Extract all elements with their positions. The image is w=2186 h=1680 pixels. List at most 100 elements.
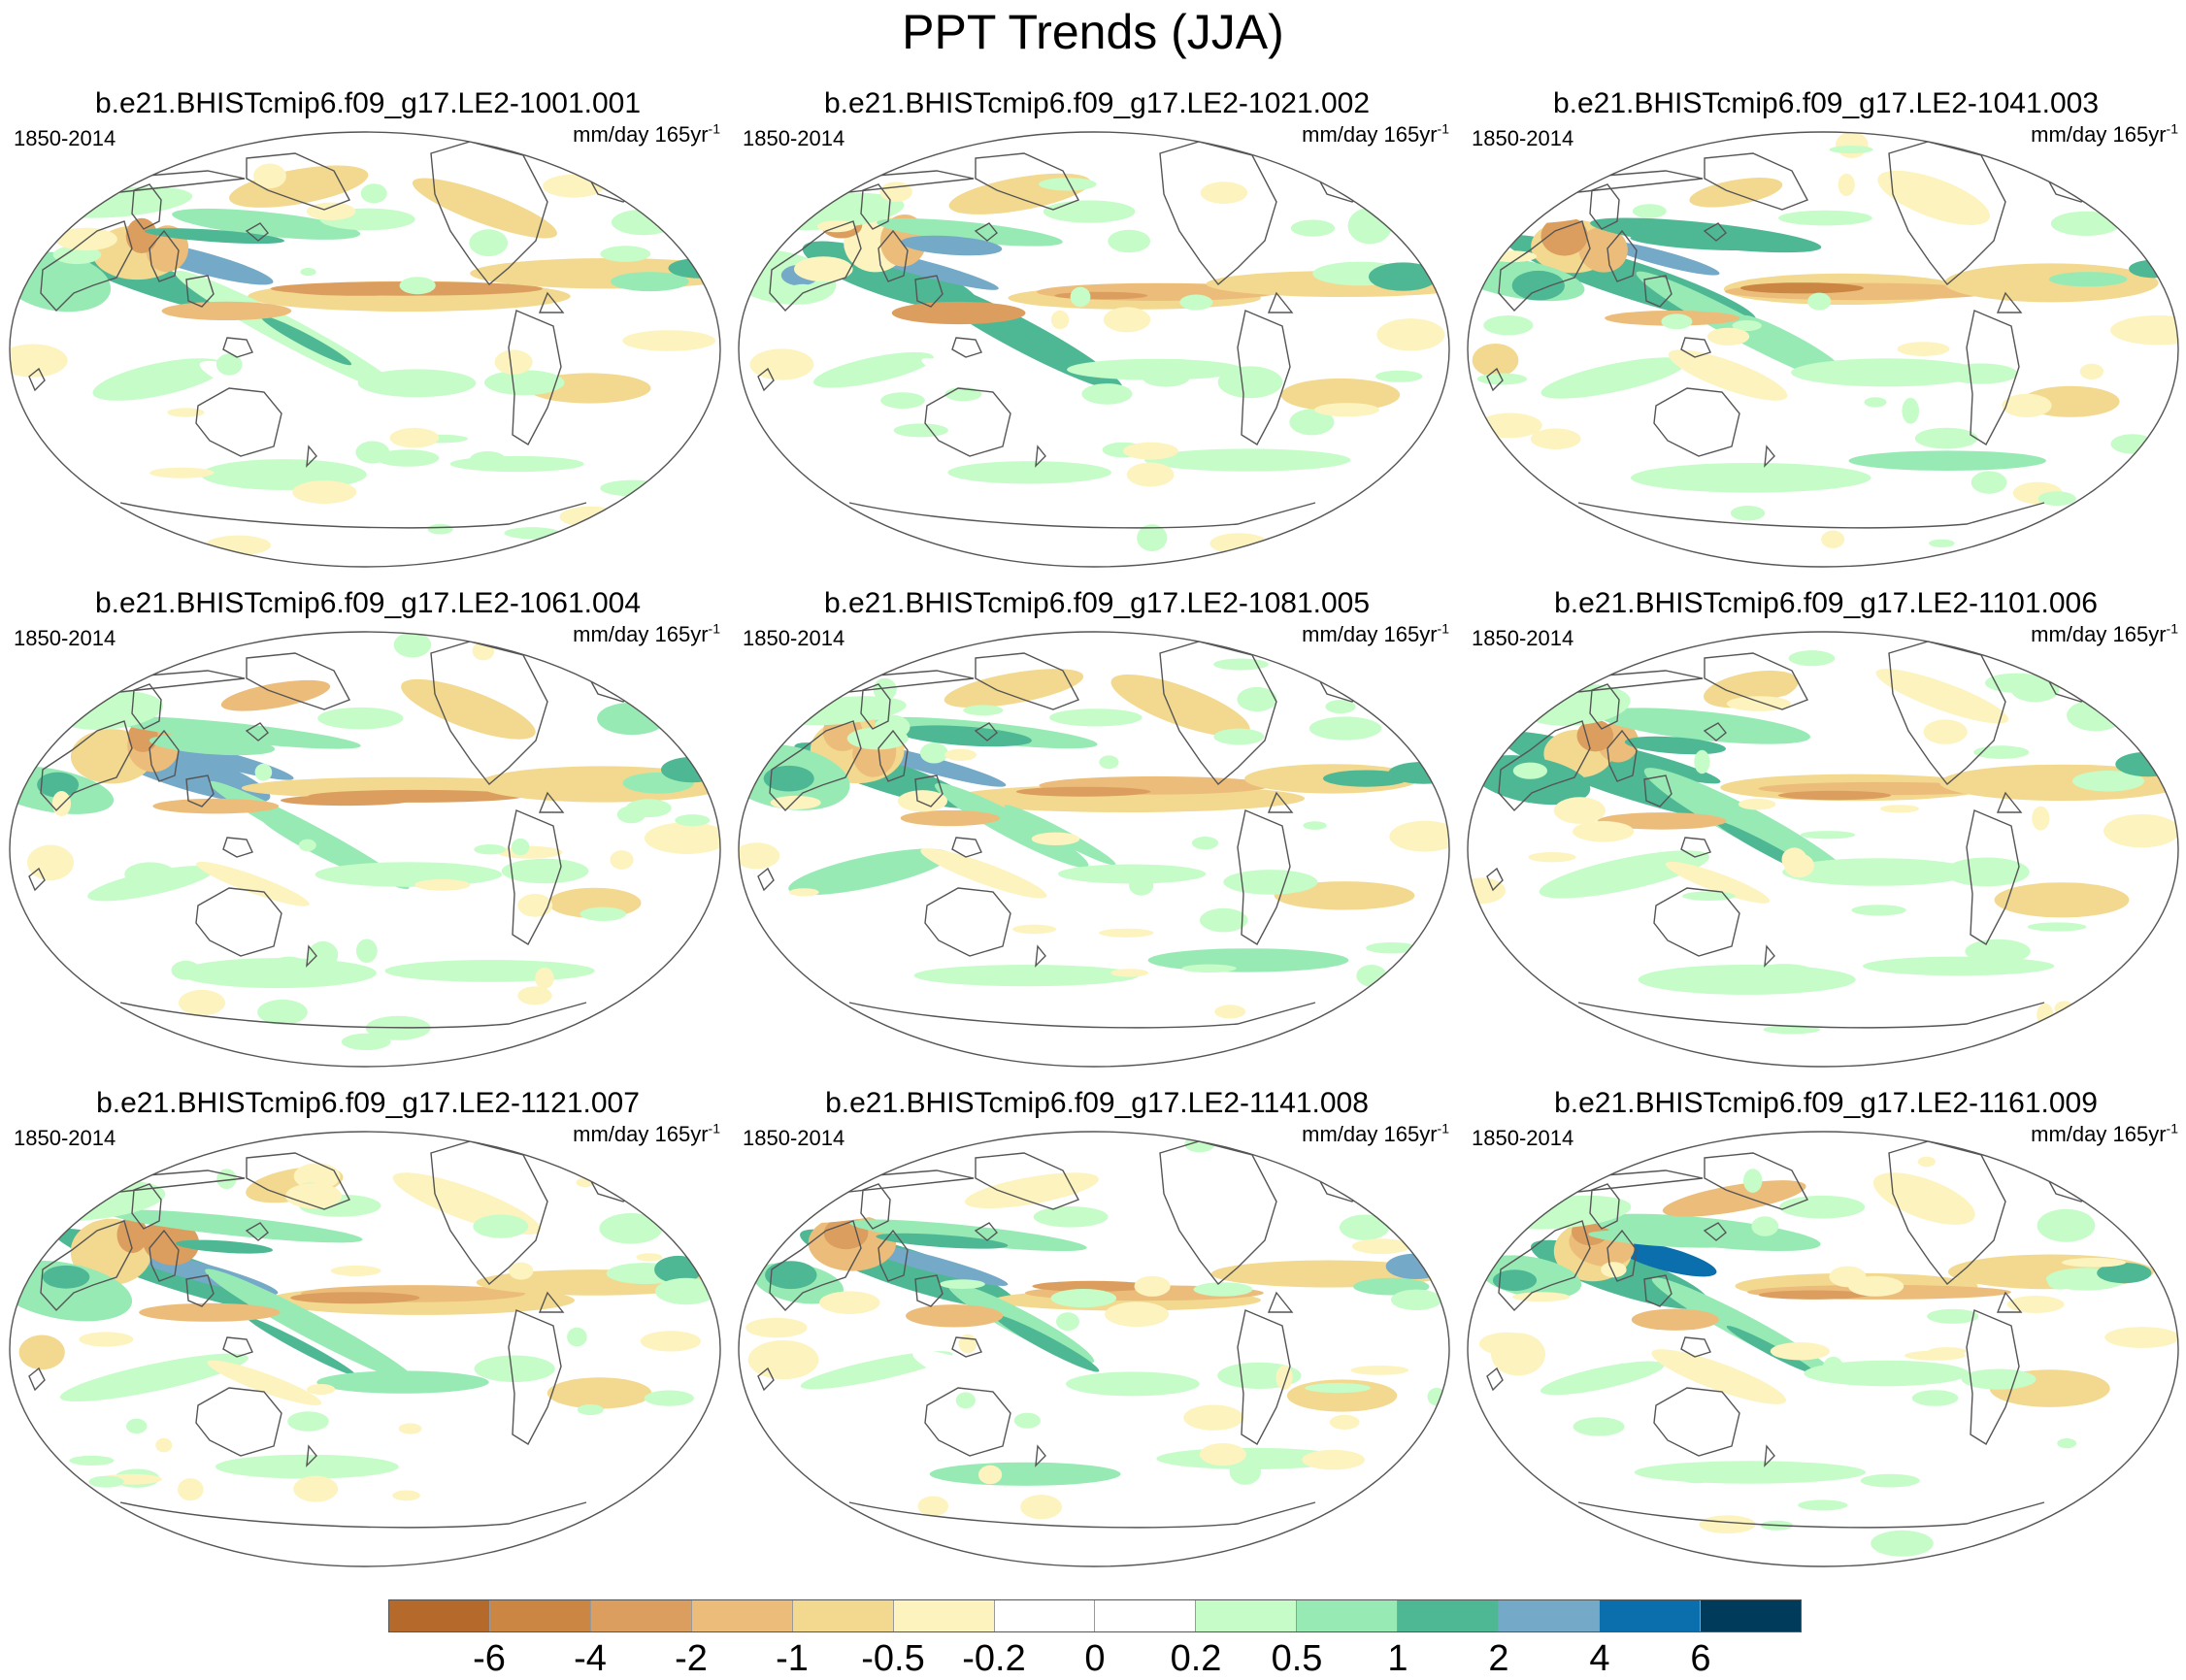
map-panel-1021: b.e21.BHISTcmip6.f09_g17.LE2-1021.002 18… <box>733 85 1461 571</box>
anomaly-contour <box>675 814 711 827</box>
anomaly-contour <box>1902 397 1919 424</box>
anomaly-contour <box>994 1314 1100 1372</box>
anomaly-contour <box>2037 1003 2054 1027</box>
colorbar-tick-label: 0 <box>1084 1638 1106 1679</box>
anomaly-contour <box>1033 1206 1109 1228</box>
anomaly-contour <box>2110 315 2178 346</box>
coastline <box>508 310 562 445</box>
anomaly-contour <box>399 277 436 295</box>
coastline <box>848 1002 1316 1029</box>
anomaly-contour <box>253 163 286 189</box>
anomaly-contour <box>125 217 158 253</box>
anomaly-contour <box>1049 708 1143 727</box>
anomaly-contour <box>600 479 666 497</box>
map-border <box>1467 131 2179 568</box>
colorbar-box <box>893 1600 995 1631</box>
anomaly-contour <box>116 1216 149 1254</box>
coastline <box>975 152 1079 211</box>
anomaly-contour <box>1105 1301 1170 1328</box>
anomaly-contour <box>546 1377 652 1409</box>
anomaly-contour <box>1144 448 1351 472</box>
anomaly-contour <box>1973 745 2030 759</box>
anomaly-contour <box>1682 891 1736 901</box>
coastline <box>28 1367 46 1392</box>
coastline <box>1703 1222 1727 1241</box>
anomaly-contour <box>1350 1366 1409 1375</box>
anomaly-contour <box>1303 821 1327 830</box>
coastline <box>538 291 565 313</box>
anomaly-contour <box>1651 1349 1787 1404</box>
coastline <box>1498 220 1591 313</box>
anomaly-contour <box>196 861 310 906</box>
anomaly-contour <box>2006 1296 2065 1313</box>
anomaly-contour <box>920 848 1047 899</box>
map-border <box>9 631 721 1068</box>
panel-title: b.e21.BHISTcmip6.f09_g17.LE2-1161.009 <box>1554 1087 2098 1119</box>
coastline <box>951 337 982 358</box>
map-plot <box>1467 1131 2179 1567</box>
map-panel-1041: b.e21.BHISTcmip6.f09_g17.LE2-1041.003 18… <box>1462 85 2186 571</box>
coastline <box>1159 141 1277 286</box>
anomaly-contour <box>789 888 819 897</box>
anomaly-contour <box>307 1384 336 1395</box>
anomaly-contour <box>1742 314 1840 369</box>
coastline <box>1577 1002 2045 1029</box>
coastline <box>246 1152 350 1210</box>
coastline <box>1035 445 1046 468</box>
anomaly-contour <box>51 791 71 816</box>
anomaly-contour <box>1123 442 1178 460</box>
anomaly-contour <box>257 999 308 1025</box>
colorbar-box <box>1297 1600 1399 1631</box>
anomaly-contour <box>1821 530 1845 548</box>
anomaly-contour <box>376 449 440 467</box>
anomaly-contour <box>800 1351 953 1390</box>
coastline <box>306 1444 317 1467</box>
units-label: mm/day 165yr-1 <box>2031 620 2178 646</box>
anomaly-contour <box>1597 708 1811 744</box>
colorbar-box <box>590 1600 692 1631</box>
map-panel-1141: b.e21.BHISTcmip6.f09_g17.LE2-1141.008 18… <box>733 1085 1461 1570</box>
coastline <box>222 1336 253 1358</box>
anomaly-field <box>739 1132 1449 1566</box>
anomaly-contour <box>469 229 509 257</box>
coastline <box>878 729 909 782</box>
coastline <box>1577 502 2045 529</box>
period-label: 1850-2014 <box>1472 126 1574 150</box>
colorbar-box <box>1398 1600 1500 1631</box>
anomaly-field <box>10 1132 720 1566</box>
coastline <box>185 275 215 308</box>
coastline <box>974 222 998 242</box>
anomaly-contour <box>955 1392 976 1409</box>
coastline <box>769 720 862 812</box>
coastline <box>131 1183 162 1230</box>
anomaly-contour <box>1944 263 2159 303</box>
coastline <box>245 222 269 242</box>
coastline <box>1486 367 1504 392</box>
colorbar-box <box>691 1600 793 1631</box>
anomaly-contour <box>1305 1383 1371 1394</box>
anomaly-contour <box>1829 1266 1867 1288</box>
anomaly-contour <box>149 467 215 478</box>
anomaly-contour <box>1911 1390 1959 1406</box>
anomaly-contour <box>1689 178 1783 208</box>
anomaly-contour <box>1142 368 1190 387</box>
anomaly-contour <box>921 357 1026 400</box>
anomaly-contour <box>1807 292 1832 311</box>
anomaly-contour <box>511 838 530 856</box>
anomaly-contour <box>1634 1461 1866 1484</box>
coastline <box>1764 944 1775 968</box>
coastline <box>149 729 180 782</box>
coastline <box>538 791 565 813</box>
anomaly-contour <box>1661 313 1693 330</box>
anomaly-contour <box>1665 861 1771 904</box>
anomaly-contour <box>794 256 853 282</box>
coastline <box>951 1336 982 1358</box>
anomaly-contour <box>1777 790 1892 801</box>
anomaly-contour <box>944 669 1084 708</box>
anomaly-contour <box>389 427 440 448</box>
anomaly-contour <box>1530 428 1581 450</box>
coastline <box>1486 867 1504 892</box>
anomaly-contour <box>1112 1174 1267 1238</box>
panel-title: b.e21.BHISTcmip6.f09_g17.LE2-1021.002 <box>823 87 1371 119</box>
coastline <box>222 837 253 858</box>
